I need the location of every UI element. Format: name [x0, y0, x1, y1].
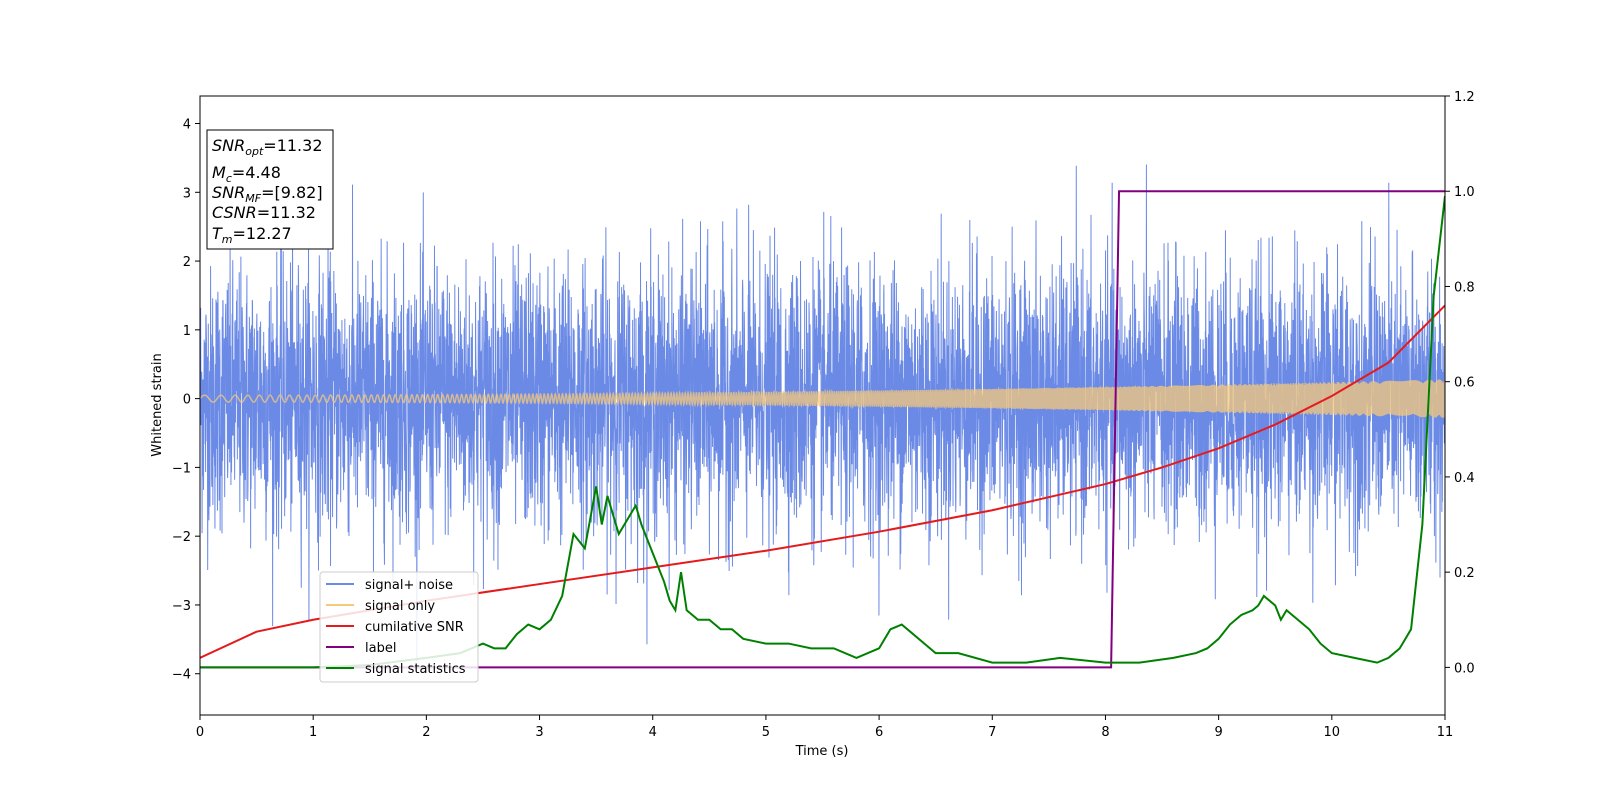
- y-tick-label: 4: [183, 118, 191, 133]
- axis-ticks: 0 1 2 3 4 5 6 7 8 9 10 11 −4 −3 −2 −1 0 1 2 3 4 0.0 0.2 0.4 0.6 0…: [172, 90, 1475, 740]
- y-axis-label: Whitened strain: [150, 353, 165, 456]
- legend: signal+ noise signal only cumilative SNR…: [319, 571, 479, 683]
- x-tick-label: 2: [422, 725, 430, 740]
- x-tick-label: 7: [988, 725, 996, 740]
- y2-tick-label: 0.6: [1454, 376, 1475, 391]
- svg-text:signal only: signal only: [365, 599, 435, 614]
- y-tick-label: 3: [183, 186, 191, 201]
- y-tick-label: −4: [172, 668, 191, 683]
- legend-entry-cumulative-snr: cumilative SNR: [326, 620, 464, 635]
- y-tick-label: −3: [172, 599, 191, 614]
- x-tick-label: 9: [1214, 725, 1222, 740]
- y-tick-label: −1: [172, 461, 191, 476]
- axes-frame: [199, 95, 1446, 716]
- legend-entry-label: label: [326, 641, 396, 656]
- annotation-tm: Tm=12.27: [212, 224, 292, 246]
- series-signal-statistics: [200, 195, 1445, 669]
- y2-tick-label: 0.4: [1454, 471, 1475, 486]
- svg-text:cumilative SNR: cumilative SNR: [365, 620, 464, 635]
- x-tick-label: 5: [762, 725, 770, 740]
- svg-text:signal+ noise: signal+ noise: [365, 578, 453, 593]
- x-tick-label: 11: [1437, 725, 1454, 740]
- x-tick-label: 3: [535, 725, 543, 740]
- y-tick-label: 0: [183, 393, 191, 408]
- series-label: [200, 190, 1445, 669]
- annotation-snr-opt: SNRopt=11.32: [212, 136, 323, 158]
- x-tick-label: 1: [309, 725, 317, 740]
- y2-tick-label: 1.2: [1454, 90, 1475, 105]
- x-tick-label: 8: [1101, 725, 1109, 740]
- y-tick-label: 2: [183, 255, 191, 270]
- annotation-snr-mf: SNRMF=[9.82]: [212, 183, 323, 205]
- y2-tick-label: 0.8: [1454, 280, 1475, 295]
- y-tick-label: 1: [183, 324, 191, 339]
- legend-entry-signal-statistics: signal statistics: [326, 662, 466, 677]
- x-tick-label: 0: [196, 725, 204, 740]
- svg-text:signal statistics: signal statistics: [365, 662, 466, 677]
- legend-entry-signal-only: signal only: [326, 599, 435, 614]
- x-tick-label: 4: [649, 725, 657, 740]
- x-axis-label: Time (s): [795, 744, 849, 759]
- svg-text:label: label: [365, 641, 396, 656]
- series-signal-only: [200, 379, 1445, 418]
- y-tick-label: −2: [172, 530, 191, 545]
- legend-entry-signal-noise: signal+ noise: [326, 578, 453, 593]
- annotation-mc: Mc=4.48: [212, 163, 281, 185]
- y2-tick-label: 0.2: [1454, 566, 1475, 581]
- y2-tick-label: 1.0: [1454, 185, 1475, 200]
- y2-tick-label: 0.0: [1454, 661, 1475, 676]
- x-tick-label: 6: [875, 725, 883, 740]
- series-signal-noise: [200, 164, 1445, 662]
- x-tick-label: 10: [1324, 725, 1341, 740]
- annotation-csnr: CSNR=11.32: [212, 203, 316, 222]
- snr-annotation-box: SNRopt=11.32 Mc=4.48 SNRMF=[9.82] CSNR=1…: [206, 129, 334, 250]
